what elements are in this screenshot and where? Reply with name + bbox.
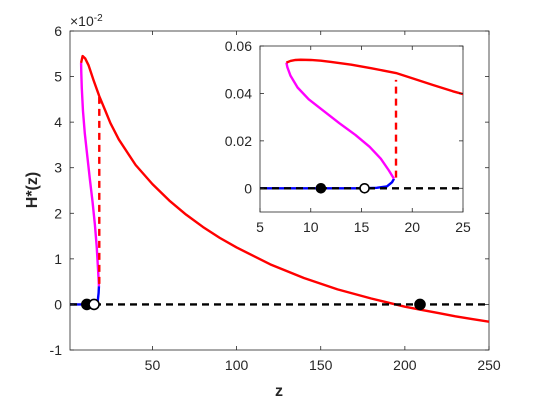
inset-series-line-2: [285, 58, 463, 96]
main-ytick-label: 4: [54, 114, 62, 130]
main-xtick-label: 150: [309, 357, 333, 373]
main-xtick-label: 50: [145, 357, 161, 373]
inset-axes: 0 0.02 0.04 0.06 5 10 15 20 25: [225, 38, 471, 235]
y-exponent-power: -2: [94, 13, 103, 24]
inset-ytick-label: 0.06: [225, 38, 252, 54]
main-series-line-1: [79, 62, 101, 287]
main-ytick-label: -1: [50, 342, 63, 358]
inset-xtick-label: 25: [455, 219, 471, 235]
main-xtick-label: 250: [477, 357, 501, 373]
inset-ytick-label: 0.04: [225, 85, 252, 101]
main-plot-lines: [70, 54, 489, 323]
main-xtick-label: 100: [225, 357, 249, 373]
y-exponent-label: ×10-2: [70, 13, 103, 29]
main-ytick-label: 0: [54, 296, 62, 312]
inset-plot-lines: [260, 58, 463, 194]
main-series-group: [70, 54, 489, 323]
inset-ytick-label: 0: [244, 180, 252, 196]
inset-xtick-label: 5: [256, 219, 264, 235]
main-ytick-label: 3: [54, 160, 62, 176]
inset-marker-1: [359, 182, 370, 194]
y-axis-label: H*(z): [24, 172, 41, 208]
inset-series-line-1: [285, 62, 396, 180]
x-axis-label: z: [275, 383, 283, 400]
main-ytick-label: 2: [54, 205, 62, 221]
inset-xtick-label: 20: [404, 219, 420, 235]
y-exponent-base: ×10: [70, 13, 94, 29]
inset-xtick-label: 10: [303, 219, 319, 235]
main-marker-2: [414, 298, 426, 311]
main-marker-1: [88, 298, 100, 311]
main-ytick-label: 6: [54, 23, 62, 39]
inset-ticks: 0 0.02 0.04 0.06 5 10 15 20 25: [225, 38, 471, 235]
inset-ytick-label: 0.02: [225, 133, 252, 149]
inset-marker-0: [315, 182, 327, 194]
main-ytick-label: 5: [54, 69, 62, 85]
inset-xtick-label: 15: [354, 219, 370, 235]
main-xtick-label: 200: [393, 357, 417, 373]
inset-series-group: [260, 58, 463, 194]
main-ytick-label: 1: [54, 251, 62, 267]
